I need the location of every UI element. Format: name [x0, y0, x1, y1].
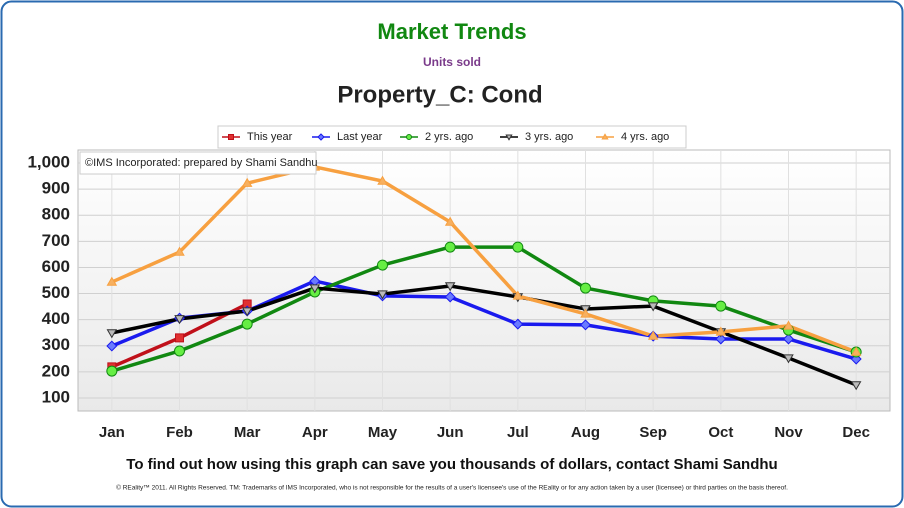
y-tick-label: 800: [42, 205, 70, 224]
marker: [505, 134, 513, 141]
marker: [106, 276, 118, 286]
marker: [309, 284, 321, 294]
x-tick-label: Apr: [302, 424, 328, 441]
marker: [106, 329, 118, 339]
marker: [512, 318, 524, 330]
x-tick-label: Sep: [639, 424, 667, 441]
marker: [850, 346, 862, 356]
subtitle: Units sold: [423, 55, 481, 69]
marker: [377, 175, 388, 185]
marker: [317, 133, 325, 141]
y-tick-label: 600: [42, 257, 70, 276]
marker: [782, 333, 795, 345]
marker: [174, 345, 185, 357]
marker: [580, 282, 591, 294]
marker: [512, 290, 524, 300]
marker: [106, 340, 118, 352]
marker: [647, 302, 659, 312]
x-tick-label: Jun: [437, 424, 464, 441]
x-tick-label: Nov: [774, 424, 803, 441]
y-tick-label: 400: [42, 309, 70, 328]
marker: [601, 133, 609, 140]
marker: [241, 318, 253, 330]
marker: [174, 315, 185, 325]
marker: [377, 290, 388, 300]
header: Market Trends: [377, 19, 526, 44]
legend-label: 4 yrs. ago: [621, 131, 669, 143]
marker: [850, 381, 862, 391]
footnote: © REality™ 2011. All Rights Reserved. TM…: [116, 484, 788, 492]
x-tick-label: Dec: [842, 424, 870, 441]
x-tick-label: Mar: [234, 424, 261, 441]
legend-label: This year: [247, 131, 293, 143]
marker: [377, 259, 388, 271]
y-tick-label: 100: [42, 387, 70, 406]
marker: [228, 134, 234, 140]
legend: [217, 125, 687, 149]
y-tick-label: 700: [42, 231, 70, 250]
series-line: [111, 245, 857, 373]
marker: [241, 307, 253, 317]
footer: To find out how using this graph can sav…: [126, 456, 777, 473]
marker: [783, 354, 794, 364]
annotation-box: [79, 151, 317, 175]
y-tick-label: 500: [42, 283, 70, 302]
marker: [580, 308, 591, 318]
legend-label: 2 yrs. ago: [425, 131, 473, 143]
marker: [444, 241, 456, 253]
marker: [715, 333, 727, 345]
marker: [647, 330, 659, 340]
marker: [715, 300, 727, 312]
marker: [512, 241, 524, 253]
x-tick-label: Aug: [571, 424, 600, 441]
y-tick-label: 900: [42, 179, 70, 198]
marker: [174, 246, 185, 256]
annotation: ©IMS Incorporated: prepared by Shami San…: [85, 157, 318, 169]
marker: [406, 134, 412, 140]
series-line: [111, 284, 857, 387]
x-tick-label: Jan: [99, 424, 125, 441]
marker: [579, 319, 592, 331]
y-tick-label: 200: [42, 361, 70, 380]
legend-label: Last year: [337, 131, 383, 143]
legend-label: 3 yrs. ago: [525, 131, 573, 143]
x-tick-label: Oct: [708, 424, 733, 441]
chart-title: Property_C: Cond: [337, 81, 542, 108]
marker: [241, 177, 253, 187]
marker: [106, 365, 118, 377]
marker: [444, 282, 456, 292]
x-tick-label: Jul: [507, 424, 529, 441]
x-tick-label: Feb: [166, 424, 193, 441]
marker: [715, 326, 727, 336]
plot-area: [77, 149, 891, 412]
marker: [175, 333, 184, 343]
marker: [783, 320, 794, 330]
series-line: [111, 165, 857, 354]
marker: [444, 291, 456, 303]
marker: [444, 216, 456, 226]
y-tick-label: 300: [42, 335, 70, 354]
x-tick-label: May: [368, 424, 398, 441]
y-tick-label: 1,000: [27, 153, 70, 172]
